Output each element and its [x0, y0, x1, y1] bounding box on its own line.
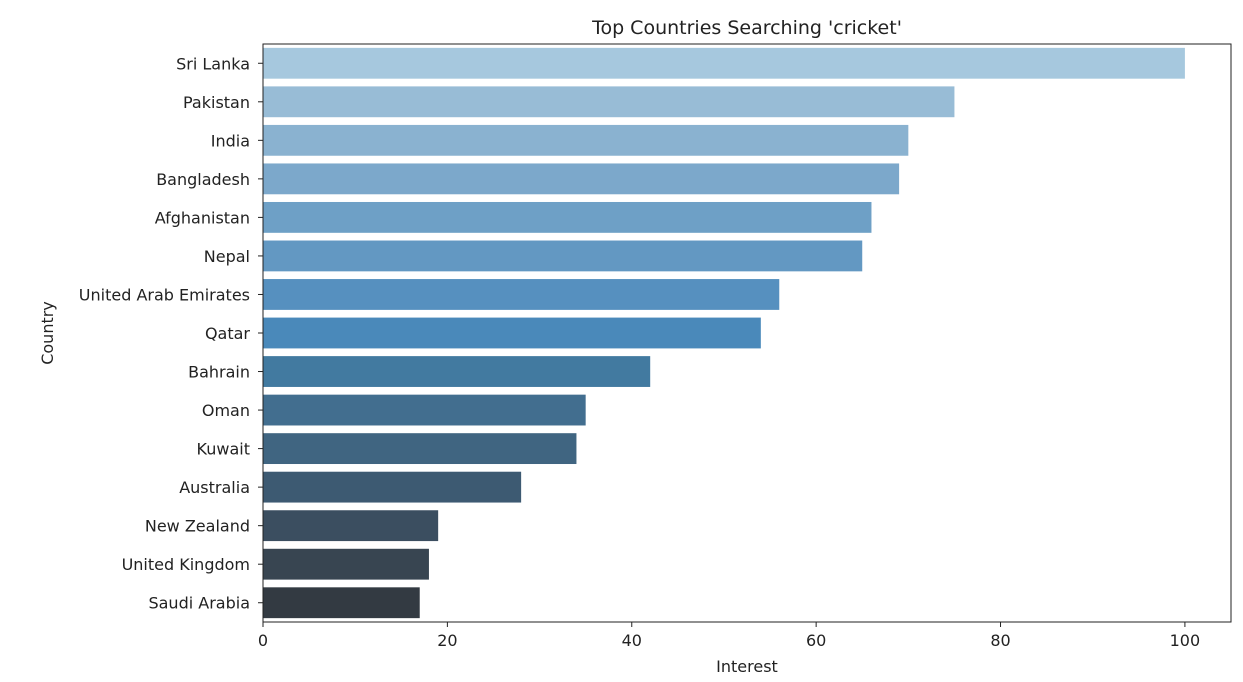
x-tick-label: 40 — [622, 631, 642, 650]
y-axis-label: Country — [38, 301, 57, 365]
y-axis-ticks: Sri Lanka Pakistan India Bangladesh Afghanis… — [79, 54, 263, 613]
x-tick-label: 0 — [258, 631, 268, 650]
y-tick-label: United Arab Emirates — [79, 285, 250, 304]
bar-new-zealand — [263, 510, 439, 542]
bar-afghanistan — [263, 201, 872, 233]
bar-nepal — [263, 240, 863, 272]
x-tick-label: 60 — [806, 631, 826, 650]
y-tick-label: Bangladesh — [156, 170, 250, 189]
x-tick-label: 20 — [437, 631, 457, 650]
y-tick-label: Qatar — [205, 324, 250, 343]
y-tick-label: United Kingdom — [122, 555, 250, 574]
bars-group — [263, 47, 1185, 619]
bar-kuwait — [263, 433, 577, 465]
y-tick-label: Pakistan — [183, 93, 250, 112]
bar-bangladesh — [263, 163, 900, 195]
chart-title: Top Countries Searching 'cricket' — [591, 17, 902, 39]
y-tick-label: Kuwait — [197, 440, 250, 459]
bar-sri-lanka — [263, 47, 1185, 79]
bar-pakistan — [263, 86, 955, 118]
y-tick-label: India — [211, 131, 250, 150]
bar-india — [263, 124, 909, 156]
y-tick-label: Australia — [179, 478, 250, 497]
bar-united-arab-emirates — [263, 279, 780, 310]
x-tick-label: 100 — [1170, 631, 1201, 650]
y-tick-label: Oman — [202, 401, 250, 420]
y-tick-label: Saudi Arabia — [148, 594, 250, 613]
y-tick-label: Bahrain — [188, 363, 250, 382]
bar-saudi-arabia — [263, 587, 420, 619]
y-tick-label: Afghanistan — [155, 208, 250, 227]
bar-qatar — [263, 317, 761, 349]
bar-united-kingdom — [263, 548, 429, 580]
y-tick-label: Sri Lanka — [176, 54, 250, 73]
x-tick-label: 80 — [990, 631, 1010, 650]
y-tick-label: Nepal — [204, 247, 250, 266]
x-axis-label: Interest — [716, 657, 778, 676]
x-axis-ticks: 0 20 40 60 80 100 — [258, 622, 1200, 650]
bar-australia — [263, 471, 522, 503]
y-tick-label: New Zealand — [145, 517, 250, 536]
bar-oman — [263, 394, 586, 426]
bar-bahrain — [263, 356, 651, 387]
